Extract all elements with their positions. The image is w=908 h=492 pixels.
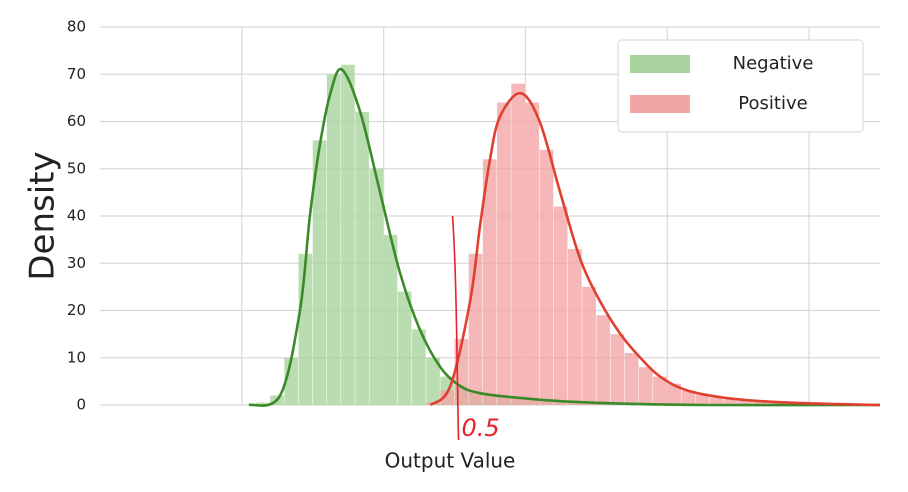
histogram-bar [667,383,681,405]
histogram-bar [468,253,483,405]
histogram-bar [341,64,355,406]
density-curve [429,91,881,407]
histogram-bar [482,159,497,405]
histogram-bar [412,329,426,405]
histogram-bar [695,394,710,405]
histogram-bar [653,376,667,405]
legend-label: Negative [733,53,814,74]
legend-label: Positive [738,93,807,114]
histogram-bar [426,357,440,405]
y-tick-label: 10 [67,348,86,366]
y-tick-label: 50 [67,159,86,177]
histogram-bar [312,140,327,405]
histogram-bar [369,168,384,405]
annotation-text: 0.5 [461,414,499,442]
histogram-bar [752,401,767,405]
histogram-bar [383,234,398,405]
histogram-bar [397,291,412,405]
histogram-bar [539,149,554,405]
y-tick-label: 30 [67,254,86,272]
annotation-line [451,215,460,441]
y-tick-label: 40 [67,207,86,225]
y-tick-label: 70 [67,65,86,83]
histogram-bar [355,112,369,406]
histogram-bar [497,102,511,405]
y-tick-label: 80 [67,18,86,36]
histogram-bar [724,399,738,405]
histogram-bar [525,102,540,405]
histogram-bar [568,249,582,405]
y-axis-label: Density [23,151,63,280]
histogram-bar [638,367,653,405]
histogram-bar [440,390,455,405]
histogram-bar [738,400,752,405]
histogram-bar [624,353,639,405]
y-tick-label: 0 [76,396,86,414]
histogram-bar [326,74,341,405]
density-curve [248,67,881,407]
histogram-bar [256,402,270,405]
legend-swatch [630,55,690,73]
histogram-bar [709,397,724,405]
histogram-bar [681,390,696,405]
histogram-bar [610,334,625,405]
histogram-bar [582,286,596,405]
histogram-bar [596,315,611,405]
y-tick-label: 60 [67,112,86,130]
legend-swatch [630,95,690,113]
histogram-bar [553,206,568,405]
x-axis-label: Output Value [385,449,516,473]
histogram-bar [511,83,525,405]
y-tick-label: 20 [67,301,86,319]
